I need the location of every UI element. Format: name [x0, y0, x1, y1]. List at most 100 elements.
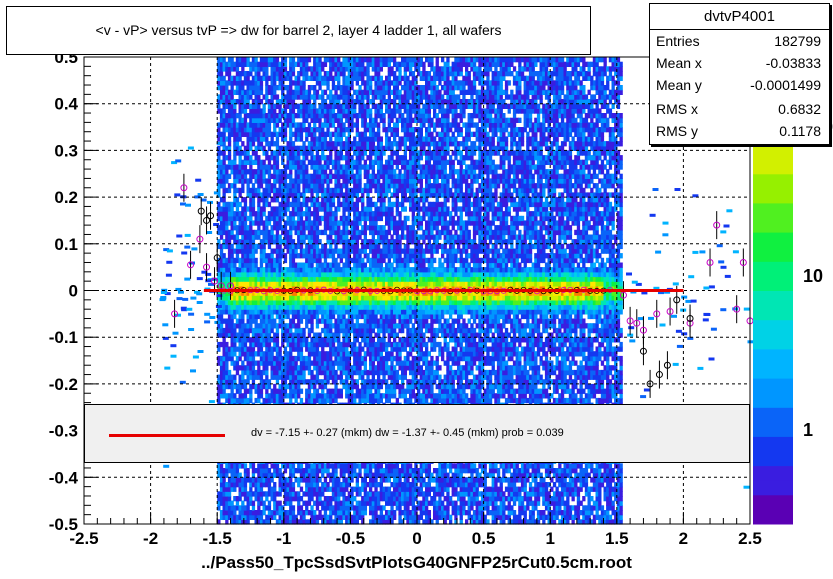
- heatmap-cell: [291, 496, 296, 502]
- heatmap-cell: [267, 141, 272, 147]
- heatmap-cell: [363, 253, 367, 259]
- heatmap-cell: [230, 253, 234, 259]
- heatmap-cell: [353, 276, 357, 282]
- heatmap-cell: [342, 215, 346, 222]
- heatmap-cell: [281, 215, 285, 222]
- heatmap-cell: [270, 234, 274, 240]
- heatmap-cell: [219, 486, 224, 492]
- heatmap-cell: [225, 234, 229, 240]
- heatmap-cell: [265, 187, 269, 194]
- heatmap-cell: [259, 253, 264, 259]
- heatmap-cell: [310, 239, 314, 245]
- heatmap-cell: [286, 332, 290, 338]
- heatmap-cell: [345, 192, 349, 198]
- heatmap-cell: [323, 463, 328, 469]
- heatmap-cell: [249, 365, 253, 371]
- heatmap-cell: [323, 155, 328, 161]
- heatmap-cell: [318, 206, 322, 212]
- heatmap-cell: [278, 510, 282, 516]
- heatmap-cell: [222, 341, 226, 348]
- heatmap-cell: [331, 197, 336, 203]
- heatmap-cell: [273, 323, 277, 329]
- heatmap-cell: [361, 281, 365, 287]
- heatmap-cell: [235, 61, 240, 67]
- heatmap-cell: [227, 155, 232, 161]
- heatmap-cell: [222, 117, 226, 123]
- heatmap-cell: [294, 374, 298, 380]
- heatmap-cell: [331, 346, 336, 352]
- heatmap-cell: [297, 155, 301, 161]
- heatmap-cell: [251, 290, 256, 296]
- heatmap-cell: [307, 351, 312, 357]
- heatmap-cell: [289, 281, 293, 287]
- heatmap-cell: [347, 215, 351, 222]
- heatmap-cell: [374, 477, 378, 483]
- heatmap-cell: [294, 290, 298, 296]
- heatmap-cell: [294, 211, 298, 217]
- heatmap-cell: [254, 108, 258, 114]
- heatmap-cell: [350, 468, 354, 474]
- heatmap-cell: [358, 94, 362, 100]
- heatmap-cell: [238, 89, 242, 95]
- heatmap-cell: [361, 103, 365, 109]
- heatmap-cell: [323, 276, 328, 282]
- heatmap-cell: [254, 304, 258, 310]
- heatmap-cell: [302, 285, 306, 292]
- heatmap-cell: [281, 113, 285, 119]
- heatmap-cell: [323, 468, 328, 474]
- heatmap-cell: [337, 271, 341, 278]
- heatmap-cell: [249, 341, 253, 348]
- heatmap-cell: [347, 482, 351, 488]
- heatmap-cell: [257, 85, 261, 91]
- heatmap-cell: [257, 463, 261, 469]
- heatmap-cell: [358, 468, 362, 474]
- heatmap-cell: [299, 145, 304, 151]
- heatmap-cell: [334, 225, 338, 231]
- heatmap-cell: [371, 295, 375, 301]
- heatmap-cell: [297, 57, 301, 63]
- heatmap-cell: [275, 164, 280, 170]
- heatmap-cell: [299, 131, 304, 137]
- heatmap-cell: [369, 80, 373, 86]
- heatmap-cell: [246, 309, 250, 315]
- heatmap-cell: [334, 257, 338, 264]
- heatmap-cell: [217, 178, 221, 184]
- heatmap-cell: [219, 374, 224, 380]
- heatmap-cell: [369, 482, 373, 488]
- heatmap-cell: [369, 164, 373, 170]
- heatmap-cell: [305, 220, 309, 226]
- heatmap-cell: [353, 178, 357, 184]
- heatmap-cell: [257, 365, 261, 371]
- heatmap-cell: [299, 276, 304, 282]
- heatmap-cell: [323, 257, 328, 264]
- heatmap-cell: [267, 215, 272, 222]
- heatmap-cell: [329, 281, 333, 287]
- heatmap-cell: [297, 309, 301, 315]
- heatmap-cell: [305, 150, 309, 156]
- heatmap-cell: [329, 309, 333, 315]
- heatmap-cell: [358, 355, 362, 362]
- heatmap-cell: [227, 239, 232, 245]
- heatmap-cell: [358, 229, 362, 236]
- heatmap-cell: [299, 351, 304, 357]
- heatmap-cell: [275, 313, 280, 320]
- heatmap-cell: [243, 61, 248, 67]
- heatmap-cell: [225, 113, 229, 119]
- heatmap-cell: [217, 393, 221, 399]
- heatmap-cell: [353, 463, 357, 469]
- heatmap-cell: [233, 187, 237, 194]
- heatmap-cell: [361, 309, 365, 315]
- heatmap-cell: [331, 103, 336, 109]
- heatmap-cell: [270, 136, 274, 142]
- heatmap-cell: [257, 341, 261, 348]
- heatmap-cell: [286, 206, 290, 212]
- heatmap-cell: [358, 309, 362, 315]
- heatmap-cell: [265, 215, 269, 222]
- heatmap-cell: [294, 155, 298, 161]
- heatmap-cell: [254, 482, 258, 488]
- heatmap-cell: [345, 267, 349, 273]
- heatmap-cell: [283, 500, 288, 506]
- heatmap-cell: [355, 365, 359, 371]
- heatmap-cell: [267, 229, 272, 236]
- heatmap-cell: [339, 510, 343, 516]
